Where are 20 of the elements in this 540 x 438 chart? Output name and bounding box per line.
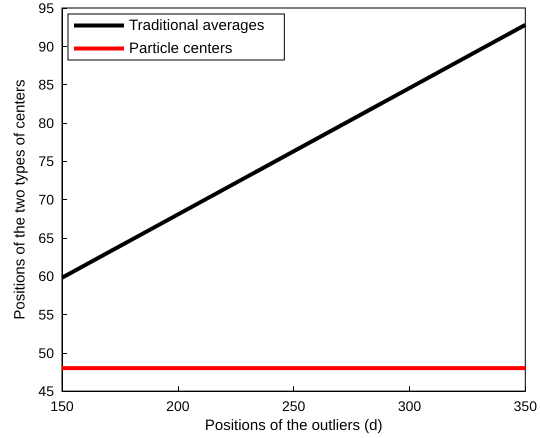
y-tick-label: 70 (38, 192, 54, 208)
y-tick-label: 80 (38, 114, 54, 131)
legend-label: Particle centers (129, 40, 232, 57)
y-axis-title: Positions of the two types of centers (12, 79, 29, 320)
y-tick-label: 55 (38, 306, 54, 322)
x-tick-label: 300 (398, 398, 422, 414)
y-tick-label: 75 (38, 153, 54, 170)
x-tick-label: 350 (514, 398, 538, 414)
y-tick-label: 95 (38, 0, 54, 16)
y-tick-label: 90 (38, 38, 54, 54)
y-tick-label: 45 (38, 383, 54, 400)
x-tick-label: 250 (282, 398, 306, 414)
x-tick-label: 200 (166, 398, 190, 414)
y-tick-label: 85 (38, 76, 54, 93)
legend-label: Traditional averages (129, 17, 264, 34)
x-tick-label: 150 (50, 398, 74, 414)
x-axis-title: Positions of the outliers (d) (204, 417, 382, 434)
y-tick-label: 60 (38, 268, 54, 284)
y-tick-label: 50 (38, 344, 54, 361)
y-tick-label: 65 (38, 230, 54, 246)
